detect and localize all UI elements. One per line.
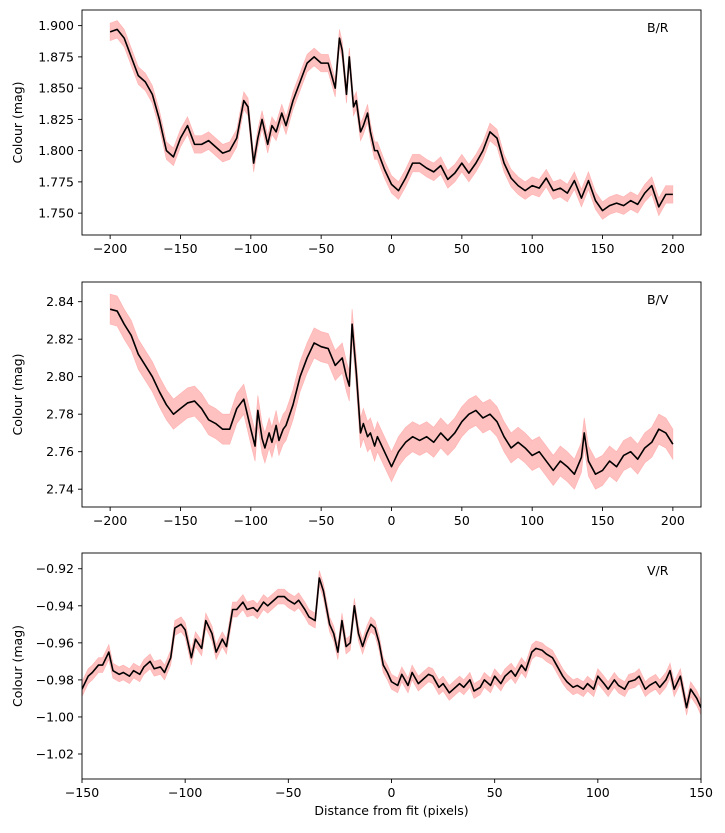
bv-y-tick-label: 2.78 xyxy=(46,407,74,422)
vr-panel-label: V/R xyxy=(647,563,669,578)
vr-x-tick-label: −150 xyxy=(65,785,99,800)
br-y-tick-label: 1.850 xyxy=(38,81,74,96)
br-y-tick-label: 1.750 xyxy=(38,206,74,221)
br-x-tick-label: −150 xyxy=(163,241,197,256)
vr-x-tick-label: −50 xyxy=(275,785,301,800)
br-y-tick-label: 1.875 xyxy=(38,49,74,64)
chart-panel-vr: −150 −100 −50 0 50 100 150 −1.02 −1.00 −0.98 −0.96… xyxy=(10,552,713,818)
bv-x-tick-label: −100 xyxy=(234,513,268,528)
br-series-line xyxy=(109,28,673,212)
bv-x-tick-label: 0 xyxy=(388,513,396,528)
vr-axes-frame xyxy=(81,552,702,780)
vr-y-tick-label: −0.92 xyxy=(36,561,74,576)
vr-x-tick-label: −100 xyxy=(168,785,202,800)
vr-uncertainty-band xyxy=(82,570,701,716)
br-x-tick-label: −50 xyxy=(308,241,334,256)
br-x-tick-label: 100 xyxy=(520,241,544,256)
bv-x-tick-label: −200 xyxy=(93,513,127,528)
bv-x-tick-label: −150 xyxy=(163,513,197,528)
bv-y-tick-label: 2.80 xyxy=(46,369,74,384)
bv-series-line xyxy=(109,308,674,475)
bv-y-tick-label: 2.82 xyxy=(46,332,74,347)
br-y-tick-label: 1.900 xyxy=(38,18,74,33)
br-y-tick-label: 1.825 xyxy=(38,112,74,127)
vr-y-tick-label: −0.96 xyxy=(36,635,74,650)
bv-panel-label: B/V xyxy=(647,292,669,307)
br-x-tick-label: 200 xyxy=(661,241,685,256)
vr-y-axis-label: Colour (mag) xyxy=(10,625,25,707)
bv-x-tick-label: 50 xyxy=(454,513,470,528)
vr-x-tick-label: 150 xyxy=(689,785,713,800)
bv-x-tick-label: 150 xyxy=(591,513,615,528)
vr-x-tick-label: 50 xyxy=(487,785,503,800)
bv-x-tick-label: −50 xyxy=(308,513,334,528)
bv-y-axis-label: Colour (mag) xyxy=(10,353,25,435)
br-x-tick-label: −100 xyxy=(234,241,268,256)
br-x-tick-label: 0 xyxy=(388,241,396,256)
vr-y-tick-label: −0.94 xyxy=(36,598,74,613)
br-x-tick-label: 150 xyxy=(591,241,615,256)
bv-uncertainty-band xyxy=(109,293,674,490)
bv-y-tick-label: 2.84 xyxy=(46,294,74,309)
vr-y-tick-label: −0.98 xyxy=(36,672,74,687)
bv-y-tick-label: 2.76 xyxy=(46,444,74,459)
bv-y-tick-label: 2.74 xyxy=(46,482,74,497)
chart-panel-bv: −200 −150 −100 −50 0 50 100 150 200 2.74 2.76 2.78 2… xyxy=(10,281,702,528)
bv-x-tick-label: 200 xyxy=(661,513,685,528)
br-y-tick-label: 1.800 xyxy=(38,143,74,158)
br-y-tick-label: 1.775 xyxy=(38,174,74,189)
chart-panel-br: −200 −150 −100 −50 0 50 100 150 200 1.750 1.775 1.8… xyxy=(10,9,702,256)
vr-series-line xyxy=(82,577,701,709)
vr-x-tick-label: 0 xyxy=(388,785,396,800)
bv-x-tick-label: 100 xyxy=(520,513,544,528)
br-x-tick-label: −200 xyxy=(93,241,127,256)
br-x-tick-label: 50 xyxy=(454,241,470,256)
vr-x-axis-label: Distance from fit (pixels) xyxy=(314,803,468,818)
br-panel-label: B/R xyxy=(647,20,669,35)
vr-y-tick-label: −1.02 xyxy=(36,746,74,761)
br-y-axis-label: Colour (mag) xyxy=(10,81,25,163)
br-uncertainty-band xyxy=(109,20,674,220)
vr-y-tick-label: −1.00 xyxy=(36,709,74,724)
vr-x-tick-label: 100 xyxy=(586,785,610,800)
